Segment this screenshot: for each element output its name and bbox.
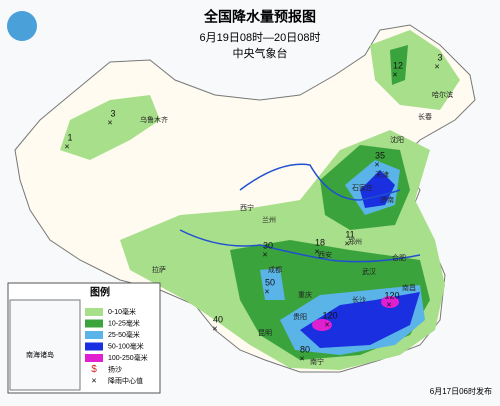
legend-label: 10-25毫米 <box>108 318 140 327</box>
city-label: 武汉 <box>362 267 376 276</box>
city-label: 拉萨 <box>152 265 166 274</box>
rain-25-50 <box>260 268 285 300</box>
logo <box>7 11 37 41</box>
city-label: 郑州 <box>348 238 362 246</box>
legend-label: 25-50毫米 <box>108 330 140 339</box>
rain-center-marker: × <box>374 159 379 169</box>
city-label: 沈阳 <box>390 135 404 144</box>
city-label: 贵阳 <box>293 312 307 321</box>
rain-center-value: 3 <box>437 52 442 62</box>
city-label: 西宁 <box>240 203 254 212</box>
legend-swatch <box>85 342 103 351</box>
city-label: 长春 <box>418 112 432 121</box>
rain-center-value: 80 <box>300 344 310 354</box>
rain-center-value: 40 <box>213 314 223 324</box>
city-label: 南昌 <box>402 283 416 292</box>
issued: 6月17日06时发布 <box>430 386 492 396</box>
rain-center-marker: × <box>324 319 329 329</box>
city-label: 天津 <box>375 171 389 179</box>
rain-center-marker: × <box>64 141 69 151</box>
city-label: 南宁 <box>310 357 324 366</box>
legend-swatch <box>85 308 103 316</box>
rain-center-value: 50 <box>265 277 275 287</box>
rain-center-marker: × <box>434 61 439 71</box>
rain-center-marker: × <box>344 238 349 248</box>
city-label: 长沙 <box>352 295 366 304</box>
rain-center-marker: × <box>299 353 304 363</box>
rain-center-value: 120 <box>384 290 399 300</box>
legend-swatch <box>85 319 103 328</box>
city-label: 西安 <box>318 250 332 259</box>
rain-center-marker: × <box>212 323 217 333</box>
legend-label: 100-250毫米 <box>108 353 148 362</box>
rain-center-marker: × <box>107 117 112 127</box>
center-symbol: × <box>91 375 96 385</box>
rain-100-250 <box>312 319 332 331</box>
rain-100-250 <box>381 296 399 308</box>
rain-0-10 <box>60 95 160 160</box>
legend-swatch <box>85 331 103 339</box>
rain-center-value: 120 <box>322 310 337 320</box>
agency: 中央气象台 <box>233 46 288 60</box>
legend-label: 0-10毫米 <box>108 307 136 316</box>
rain-center-marker: × <box>386 299 391 309</box>
city-label: 济南 <box>380 195 394 204</box>
rain-center-value: 12 <box>393 60 403 70</box>
city-label: 昆明 <box>258 329 272 337</box>
city-label: 合肥 <box>392 253 406 262</box>
city-label: 兰州 <box>262 215 276 224</box>
city-label: 乌鲁木齐 <box>140 115 168 124</box>
legend-label: 降雨中心值 <box>108 376 143 385</box>
rain-center-marker: × <box>392 69 397 79</box>
rain-center-marker: × <box>264 286 269 296</box>
river <box>179 229 421 263</box>
city-label: 重庆 <box>298 290 312 299</box>
rain-center-value: 35 <box>375 150 385 160</box>
inset-box <box>9 299 81 391</box>
subtitle: 6月19日08时—20日08时 <box>199 31 320 44</box>
river <box>239 163 401 201</box>
rain-10-25 <box>390 45 408 85</box>
rain-center-marker: × <box>262 249 267 259</box>
rain-center-value: 30 <box>263 240 273 250</box>
city-label: 哈尔滨 <box>432 90 453 99</box>
legend-swatch <box>85 354 103 362</box>
sand-symbol: $ <box>91 364 97 375</box>
rain-center-value: 3 <box>110 108 115 118</box>
inset-label: 南海诸岛 <box>26 350 54 359</box>
rain-center-value: 1 <box>67 132 72 142</box>
legend-label: 50-100毫米 <box>108 341 144 350</box>
legend-label: 扬沙 <box>108 364 122 373</box>
city-label: 成都 <box>268 265 282 274</box>
rain-center-value: 11 <box>345 229 354 239</box>
title: 全国降水量预报图 <box>203 9 316 25</box>
rain-center-value: 18 <box>315 237 325 247</box>
legend-title: 图例 <box>90 286 110 299</box>
city-label: 石家庄 <box>352 183 373 192</box>
rain-center-marker: × <box>314 246 319 256</box>
